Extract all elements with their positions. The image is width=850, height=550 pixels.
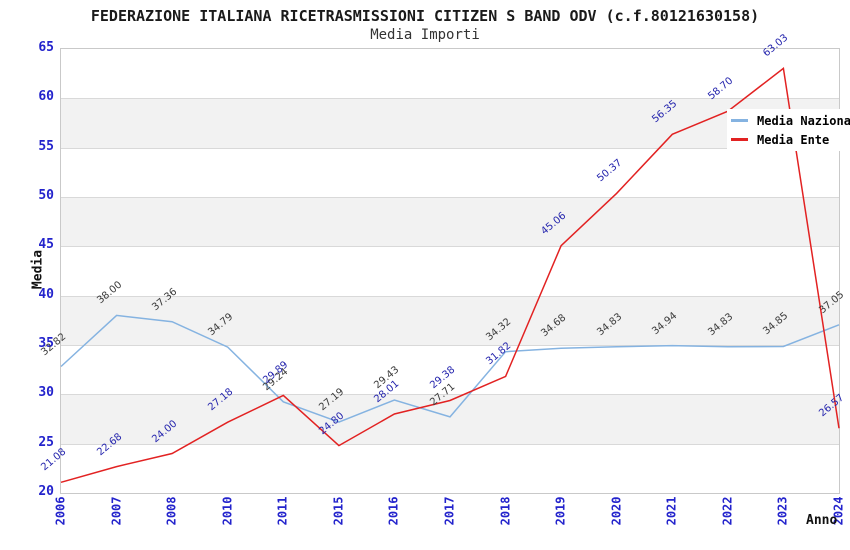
legend-entry-media-nazionale: Media Nazionale <box>731 114 850 128</box>
band-25-20 <box>61 443 839 493</box>
chart-title: FEDERAZIONE ITALIANA RICETRASMISSIONI CI… <box>90 7 760 25</box>
x-tick-2008: 2008 <box>164 496 179 526</box>
band-60-55 <box>61 98 839 148</box>
y-tick-55: 55 <box>38 138 54 154</box>
legend-label: Media Ente <box>757 132 830 147</box>
y-tick-30: 30 <box>38 385 54 401</box>
y-tick-40: 40 <box>38 286 54 302</box>
x-tick-2017: 2017 <box>442 496 457 526</box>
x-tick-2019: 2019 <box>553 496 568 526</box>
media-nazionale-line <box>60 314 840 423</box>
legend-entry-media-ente: Media Ente <box>731 133 850 147</box>
x-tick-2015: 2015 <box>331 496 346 526</box>
y-tick-35: 35 <box>38 336 54 351</box>
x-tick-2011: 2011 <box>275 496 290 526</box>
y-tick-65: 65 <box>38 40 54 55</box>
x-tick-2016: 2016 <box>386 496 401 526</box>
x-tick-2006: 2006 <box>53 496 68 526</box>
x-axis-title: Anno <box>806 513 838 528</box>
x-tick-2010: 2010 <box>220 496 235 526</box>
legend-line-swatch <box>731 119 748 122</box>
legend-label: Media Nazionale <box>757 113 850 128</box>
y-tick-50: 50 <box>38 188 54 203</box>
band-45-40 <box>61 246 839 295</box>
band-30-25 <box>61 394 839 444</box>
x-tick-2022: 2022 <box>720 496 735 526</box>
x-tick-2023: 2023 <box>775 496 790 526</box>
plot-area: 32.82 38.00 37.36 34.79 29.24 27.19 29.43 27.71… <box>39 33 850 494</box>
y-tick-45: 45 <box>38 237 54 253</box>
y-tick-20: 20 <box>38 484 54 499</box>
band-50-45 <box>61 197 839 247</box>
x-tick-2007: 2007 <box>109 496 124 526</box>
band-40-35 <box>61 295 839 345</box>
band-35-30 <box>61 345 839 394</box>
chart-subtitle: Media Importi <box>370 27 480 43</box>
y-tick-60: 60 <box>38 89 54 105</box>
legend: Media Nazionale Media Ente <box>727 109 850 151</box>
series-lines <box>60 67 840 484</box>
media-ente-line <box>60 67 840 484</box>
x-tick-2021: 2021 <box>664 496 679 526</box>
legend-line-swatch <box>731 138 748 141</box>
x-tick-2018: 2018 <box>498 496 513 526</box>
band-55-50 <box>61 147 839 197</box>
y-tick-25: 25 <box>38 434 54 450</box>
x-tick-2020: 2020 <box>609 496 624 526</box>
